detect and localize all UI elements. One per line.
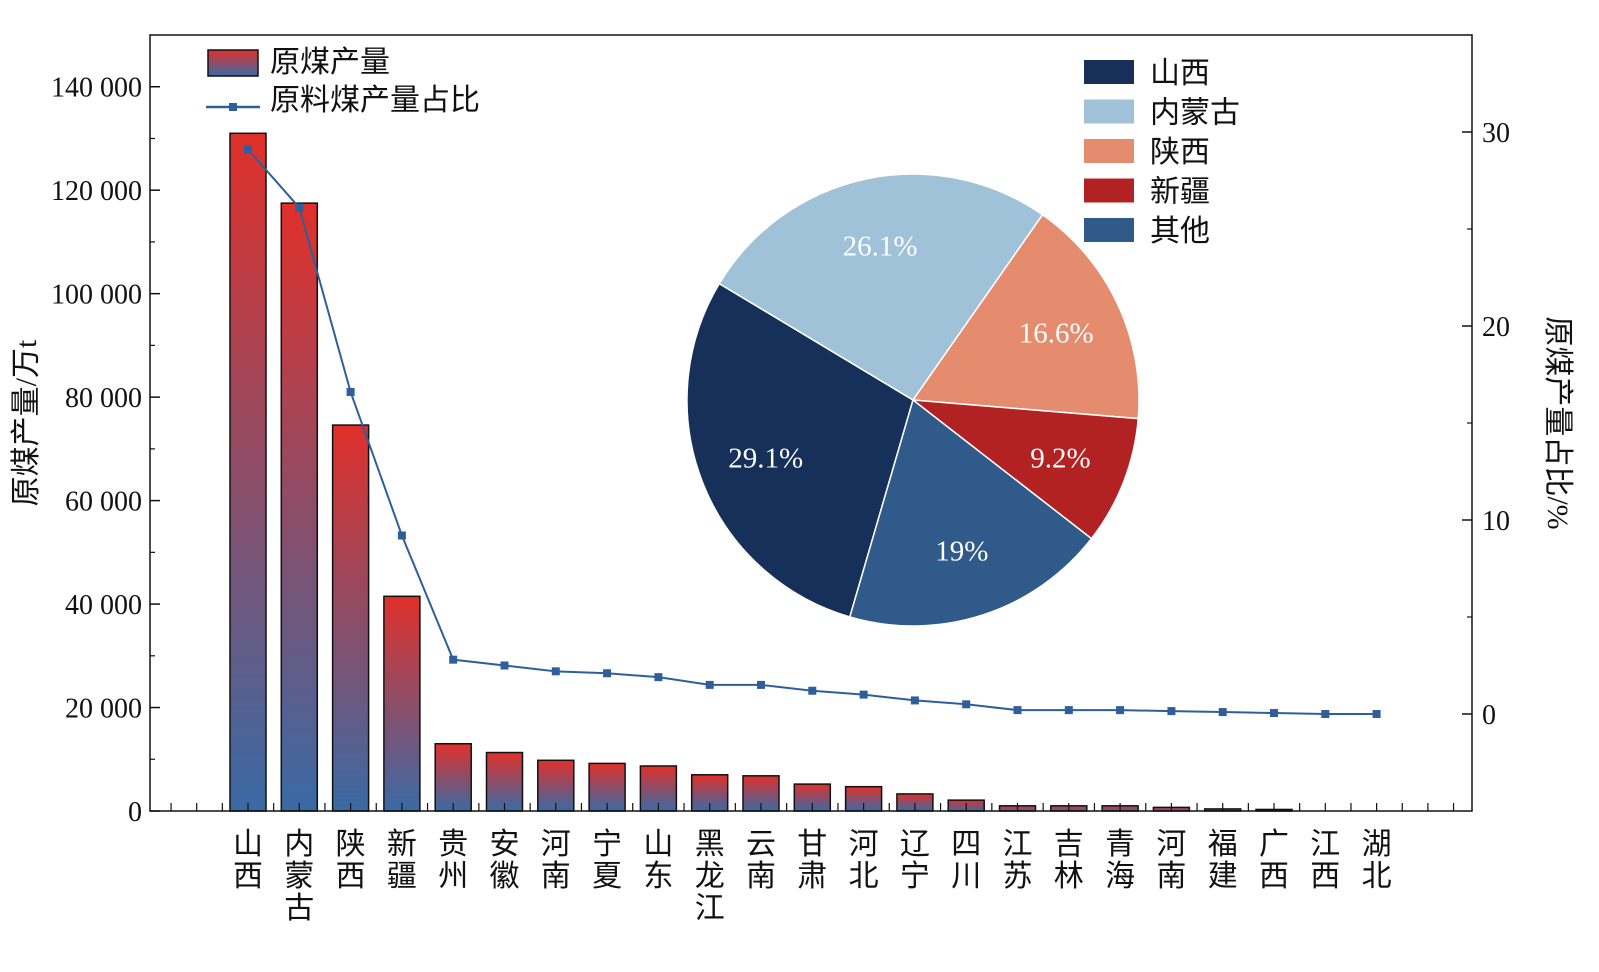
- bar-4: [434, 742, 472, 812]
- x-tick-label: 宁夏: [592, 828, 622, 893]
- x-tick-label: 陕西: [336, 828, 366, 893]
- line-point-11: [808, 686, 817, 695]
- x-tick-label: 青海: [1105, 828, 1135, 893]
- line-point-14: [962, 700, 971, 709]
- pie-slice-label: 16.6%: [1019, 318, 1094, 350]
- bar-series: [229, 132, 1293, 812]
- legend-bar-label: 原煤产量: [270, 46, 390, 79]
- x-tick-label: 湖北: [1362, 828, 1392, 893]
- axes: 0 20 000 40 000 60 000 80 000 100 000 120 000 1…: [10, 34, 1574, 828]
- bar-1: [280, 202, 319, 812]
- x-tick-label: 山西: [233, 828, 263, 893]
- pie-slice-label: 26.1%: [843, 230, 918, 262]
- line-point-22: [1372, 710, 1381, 718]
- pie-legend-label: 新疆: [1150, 176, 1210, 209]
- bar-3: [383, 595, 421, 812]
- x-tick-label: 吉林: [1054, 828, 1084, 893]
- line-point-18: [1167, 707, 1176, 716]
- y-left-tick-label: 140 000: [51, 73, 142, 104]
- pie-slice-3: [910, 399, 1140, 540]
- pie-legend-label: 陕西: [1150, 136, 1210, 169]
- y-left-axis-title: 原煤产量/万t: [10, 339, 43, 506]
- line-point-12: [859, 690, 868, 699]
- pie-legend-swatch: [1084, 178, 1134, 203]
- line-point-9: [705, 680, 714, 689]
- y-left-tick-label: 80 000: [65, 383, 142, 414]
- pie-slice-0: [686, 282, 914, 618]
- bar-6: [537, 759, 575, 812]
- pie-slice-2: [911, 213, 1140, 420]
- line-point-4: [449, 655, 458, 664]
- x-tick-labels: 山西内蒙古陕西新疆贵州安徽河南宁夏山东黑龙江云南甘肃河北辽宁四川江苏吉林青海河南…: [233, 828, 1392, 925]
- line-point-17: [1116, 706, 1125, 715]
- line-point-10: [757, 680, 765, 689]
- pie-slice-label: 19%: [935, 535, 988, 567]
- x-tick-label: 山东: [643, 828, 673, 893]
- line-point-8: [654, 673, 663, 682]
- pie-legend-label: 其他: [1150, 215, 1210, 248]
- pie-legend-swatch: [1084, 60, 1134, 84]
- line-point-6: [551, 667, 560, 676]
- y-left-tick-label: 120 000: [51, 176, 142, 207]
- line-point-19: [1218, 708, 1227, 717]
- x-tick-label: 河南: [541, 828, 571, 893]
- y-left-tick-label: 20 000: [65, 694, 142, 725]
- line-point-1: [295, 203, 304, 212]
- line-point-2: [346, 387, 355, 396]
- bar-5: [485, 751, 524, 812]
- y-right-axis-title: 原煤产量占比/%: [1541, 316, 1574, 529]
- y-left-tick-label: 60 000: [65, 487, 142, 518]
- y-right-tick-label: 20: [1482, 312, 1510, 343]
- x-tick-label: 福建: [1208, 828, 1238, 893]
- line-point-21: [1321, 710, 1330, 718]
- x-tick-label: 甘肃: [797, 828, 827, 893]
- x-tick-label: 云南: [746, 828, 776, 893]
- y-right-tick-label: 30: [1482, 118, 1510, 149]
- bar-0: [229, 132, 267, 812]
- x-tick-label: 新疆: [387, 828, 417, 893]
- pie-legend-label: 山西: [1150, 57, 1210, 90]
- line-point-13: [910, 696, 919, 705]
- y-left-tick-label: 100 000: [51, 280, 142, 311]
- x-tick-label: 内蒙古: [284, 828, 314, 925]
- y-right-tick-label: 0: [1482, 700, 1496, 731]
- y-left-tick-label: 40 000: [65, 590, 142, 621]
- line-point-7: [603, 669, 612, 678]
- x-tick-label: 黑龙江: [695, 828, 725, 925]
- line-series: [244, 145, 1381, 718]
- pie-chart: 29.1% 26.1% 16.6% 9.2% 19%: [686, 173, 1140, 627]
- x-tick-label: 河南: [1156, 828, 1186, 893]
- x-tick-label: 贵州: [438, 828, 468, 893]
- line-point-15: [1013, 706, 1022, 715]
- pie-legend-swatch: [1084, 99, 1134, 124]
- x-tick-label: 河北: [849, 828, 879, 893]
- y-right-tick-label: 10: [1482, 506, 1510, 537]
- legend-line-marker: [229, 103, 237, 111]
- line-point-20: [1270, 709, 1278, 718]
- pie-slice-label: 9.2%: [1030, 442, 1090, 474]
- line-point-3: [397, 531, 406, 540]
- x-tick-label: 安徽: [490, 828, 520, 893]
- x-tick-label: 江苏: [1003, 828, 1033, 893]
- legend-bar-swatch: [207, 49, 259, 77]
- pie-legend-swatch: [1084, 218, 1134, 242]
- pie-legend-swatch: [1084, 139, 1134, 163]
- x-tick-label: 江西: [1310, 828, 1340, 893]
- x-tick-label: 广西: [1259, 828, 1289, 893]
- y-left-tick-label: 0: [128, 797, 142, 828]
- line-point-5: [500, 661, 509, 670]
- line-point-16: [1064, 706, 1073, 715]
- line-point-0: [244, 145, 252, 154]
- pie-slice-1: [718, 173, 1044, 402]
- pie-slice-label: 29.1%: [728, 443, 803, 475]
- x-tick-label: 辽宁: [900, 828, 930, 893]
- pie-slice-4: [848, 398, 1093, 627]
- x-tick-label: 四川: [951, 828, 981, 893]
- pie-legend-label: 内蒙古: [1150, 97, 1240, 130]
- bar-2: [331, 424, 370, 812]
- legend-line-label: 原料煤产量占比: [270, 84, 480, 117]
